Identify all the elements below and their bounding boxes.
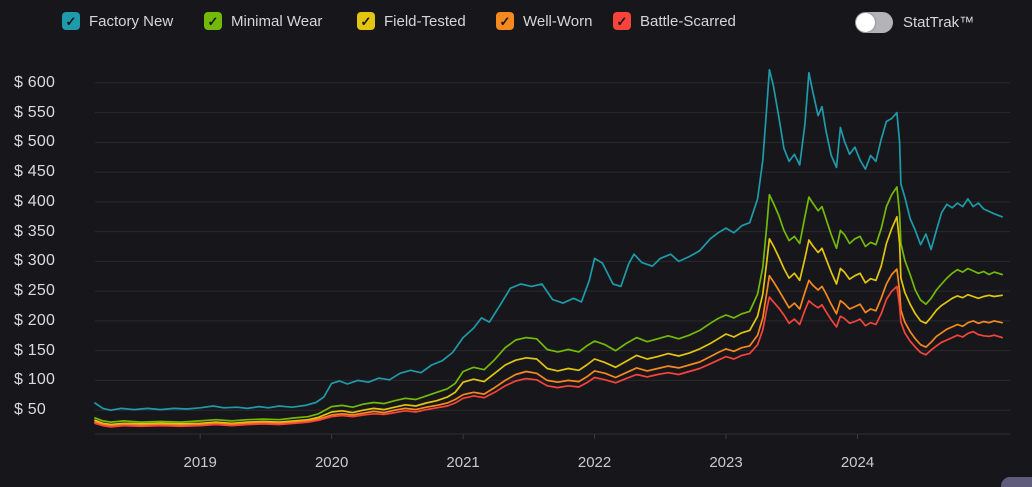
y-tick-label: $ 450 [14, 163, 56, 181]
legend-item-battle-scarred: ✓ Battle-Scarred [613, 12, 736, 30]
legend-bar: ✓ Factory New ✓ Minimal Wear ✓ Field-Tes… [0, 0, 1032, 46]
legend-label-factory-new: Factory New [89, 12, 174, 30]
check-icon: ✓ [616, 13, 628, 29]
x-tick-label: 2019 [183, 454, 217, 471]
y-tick-label: $ 150 [14, 341, 56, 359]
y-tick-label: $ 550 [14, 103, 56, 121]
y-tick-label: $ 500 [14, 133, 56, 151]
y-tick-label: $ 100 [14, 371, 56, 389]
legend-item-field-tested: ✓ Field-Tested [357, 12, 466, 30]
y-tick-label: $ 200 [14, 311, 56, 329]
y-tick-label: $ 400 [14, 192, 56, 210]
y-tick-label: $ 350 [14, 222, 56, 240]
y-tick-label: $ 300 [14, 252, 56, 270]
field-tested-checkbox[interactable]: ✓ [357, 12, 375, 30]
legend-item-minimal-wear: ✓ Minimal Wear [204, 12, 322, 30]
legend-item-well-worn: ✓ Well-Worn [496, 12, 592, 30]
toggle-knob-icon [856, 13, 875, 32]
legend-label-field-tested: Field-Tested [384, 12, 466, 30]
stattrak-label: StatTrak™ [903, 14, 975, 31]
y-tick-label: $ 600 [14, 73, 56, 91]
factory-new-checkbox[interactable]: ✓ [62, 12, 80, 30]
series-field-tested [94, 215, 1003, 426]
legend-label-battle-scarred: Battle-Scarred [640, 12, 736, 30]
minimal-wear-checkbox[interactable]: ✓ [204, 12, 222, 30]
series-well-worn [94, 268, 1003, 427]
x-tick-label: 2024 [840, 454, 875, 471]
series-factory-new [94, 68, 1003, 412]
battle-scarred-checkbox[interactable]: ✓ [613, 12, 631, 30]
chart-area: $ 600 $ 550 $ 500 $ 450 $ 400 $ 350 $ 300 $ 250… [0, 46, 1032, 487]
legend-item-factory-new: ✓ Factory New [62, 12, 173, 30]
corner-widget[interactable] [1001, 477, 1032, 487]
x-tick-label: 2022 [577, 454, 612, 471]
series-battle-scarred [94, 285, 1003, 428]
x-tick-label: 2021 [446, 454, 480, 471]
y-tick-label: $ 250 [14, 282, 56, 300]
legend-label-well-worn: Well-Worn [523, 12, 593, 30]
series-minimal-wear [94, 186, 1003, 423]
stattrak-toggle[interactable] [855, 12, 893, 33]
check-icon: ✓ [499, 13, 511, 29]
x-tick-label: 2023 [709, 454, 743, 471]
well-worn-checkbox[interactable]: ✓ [496, 12, 514, 30]
check-icon: ✓ [65, 13, 77, 29]
legend-label-minimal-wear: Minimal Wear [231, 12, 323, 30]
x-tick-label: 2020 [314, 454, 349, 471]
check-icon: ✓ [207, 13, 219, 29]
y-tick-label: $ 50 [14, 401, 46, 419]
check-icon: ✓ [360, 13, 372, 29]
price-history-chart[interactable] [0, 46, 1032, 487]
